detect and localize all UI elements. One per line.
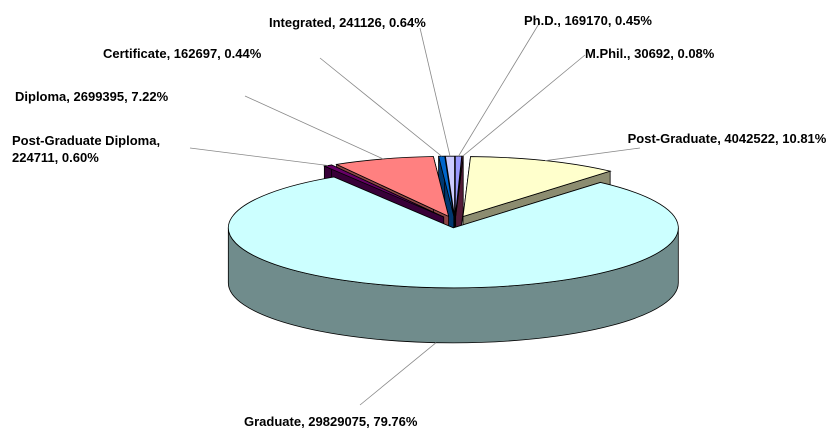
slice-top	[438, 155, 455, 217]
slice-top	[335, 156, 450, 218]
data-label: M.Phil., 30692, 0.08%	[585, 46, 715, 61]
data-label: Graduate, 29829075, 79.76%	[244, 414, 418, 429]
slice-top	[227, 176, 679, 289]
data-label: Post-Graduate, 4042522, 10.81%	[627, 131, 827, 146]
data-label: Post-Graduate Diploma, 224711, 0.60%	[12, 133, 161, 165]
leader-line	[244, 95, 384, 160]
slice-top	[462, 156, 612, 218]
leader-line	[419, 27, 451, 157]
data-label: Integrated, 241126, 0.64%	[269, 15, 426, 30]
leader-line	[189, 147, 329, 166]
leader-line	[544, 147, 641, 162]
slice	[227, 176, 679, 344]
leader-line	[458, 21, 541, 157]
leader-line	[359, 342, 437, 406]
data-label: Ph.D., 169170, 0.45%	[524, 13, 652, 28]
leader-line	[319, 57, 442, 157]
data-label: Certificate, 162697, 0.44%	[103, 46, 262, 61]
data-label: Diploma, 2699395, 7.22%	[15, 89, 169, 104]
leader-line	[462, 54, 586, 157]
